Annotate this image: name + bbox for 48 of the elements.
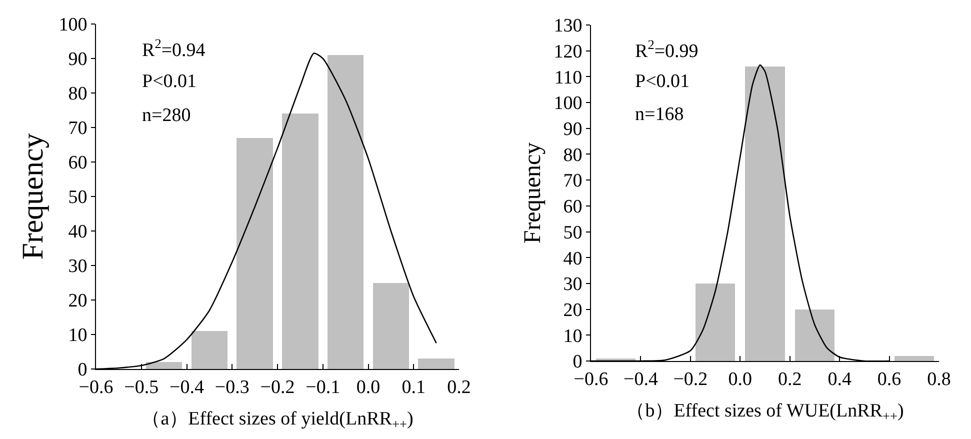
x-tick-label: 0.0 (356, 376, 380, 398)
y-axis-title: Frequency (16, 133, 50, 260)
y-tick-label: 100 (58, 14, 88, 36)
x-tick-label: 0.2 (778, 368, 802, 390)
y-tick-label: 60 (563, 196, 582, 218)
x-tick-label: −0.2 (260, 376, 295, 398)
y-tick-label: 70 (563, 170, 582, 192)
y-tick-label: 50 (68, 187, 88, 208)
y-axis-title: Frequency (520, 142, 546, 244)
annotation: n=280 (142, 105, 191, 126)
x-tick-label: −0.2 (673, 368, 708, 390)
x-tick-label: 0.1 (402, 376, 426, 398)
y-tick-label: 10 (563, 326, 582, 347)
y-tick-label: 40 (563, 248, 582, 270)
y-tick-label: 90 (563, 119, 582, 140)
y-tick-label: 30 (68, 256, 88, 278)
x-tick-label: −0.1 (306, 376, 340, 398)
y-tick-label: 10 (68, 325, 88, 346)
y-tick-label: 20 (68, 290, 88, 312)
y-tick-label: 80 (563, 144, 582, 166)
annotation: P<0.01 (142, 71, 197, 92)
y-tick-label: 60 (68, 152, 88, 174)
annotation: R$^{2}$=0.99 (635, 37, 698, 62)
x-tick-label: 0.6 (877, 368, 902, 390)
y-tick-label: 30 (563, 274, 582, 296)
y-tick-label: 20 (563, 300, 582, 321)
x-axis-title: （a）Effect sizes of yield(LnRR$_{++}$) (142, 408, 414, 432)
y-tick-label: 80 (68, 84, 88, 105)
x-tick-label: −0.4 (623, 368, 658, 390)
x-tick-label: −0.3 (214, 376, 250, 398)
y-tick-label: 130 (554, 16, 582, 37)
x-tick-label: 0.0 (728, 368, 752, 390)
x-axis-title: （b）Effect sizes of WUE(LnRR$_{++}$) (626, 400, 904, 424)
y-tick-label: 110 (554, 67, 582, 88)
x-tick-label: −0.4 (170, 376, 204, 398)
annotation: n=168 (635, 104, 684, 125)
y-tick-label: 90 (68, 49, 88, 70)
x-tick-label: 0.4 (828, 368, 852, 390)
y-tick-label: 50 (563, 222, 582, 244)
y-tick-label: 100 (554, 93, 582, 114)
x-tick-label: −0.5 (124, 376, 159, 398)
y-tick-label: 120 (554, 42, 582, 62)
y-tick-label: 70 (68, 118, 88, 140)
annotation: R$^{2}$=0.94 (142, 36, 206, 61)
y-tick-label: 40 (68, 222, 88, 243)
x-tick-label: 0.8 (927, 368, 951, 390)
x-tick-label: 0.2 (447, 376, 471, 398)
annotation: P<0.01 (635, 71, 690, 92)
